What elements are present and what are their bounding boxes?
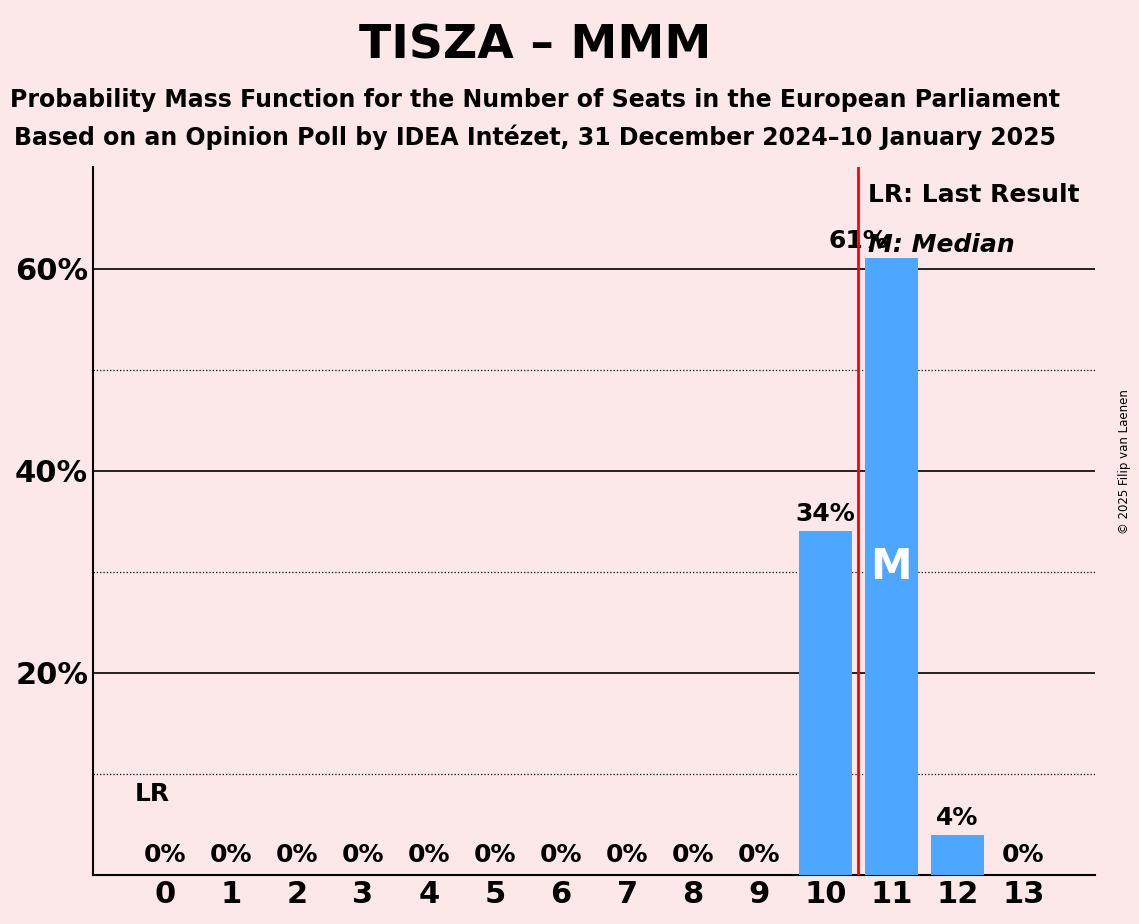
- Bar: [798, 531, 852, 875]
- Text: LR: LR: [136, 782, 171, 806]
- Text: 34%: 34%: [795, 503, 855, 527]
- Text: © 2025 Filip van Laenen: © 2025 Filip van Laenen: [1118, 390, 1131, 534]
- Text: 0%: 0%: [540, 843, 582, 867]
- Bar: [865, 259, 918, 875]
- Text: 4%: 4%: [936, 806, 978, 830]
- Text: M: Median: M: Median: [868, 233, 1015, 257]
- Text: 0%: 0%: [408, 843, 450, 867]
- Text: 0%: 0%: [474, 843, 516, 867]
- Text: 0%: 0%: [738, 843, 780, 867]
- Text: Based on an Opinion Poll by IDEA Intézet, 31 December 2024–10 January 2025: Based on an Opinion Poll by IDEA Intézet…: [15, 125, 1056, 151]
- Text: LR: Last Result: LR: Last Result: [868, 183, 1080, 207]
- Text: 0%: 0%: [606, 843, 648, 867]
- Text: M: M: [870, 546, 912, 588]
- Text: TISZA – MMM: TISZA – MMM: [359, 23, 712, 68]
- Text: 0%: 0%: [210, 843, 252, 867]
- Text: 0%: 0%: [276, 843, 318, 867]
- Text: 0%: 0%: [1002, 843, 1044, 867]
- Text: 0%: 0%: [672, 843, 714, 867]
- Text: 0%: 0%: [144, 843, 186, 867]
- Text: 61%: 61%: [828, 229, 888, 253]
- Text: Probability Mass Function for the Number of Seats in the European Parliament: Probability Mass Function for the Number…: [10, 88, 1060, 112]
- Bar: [931, 834, 984, 875]
- Text: 0%: 0%: [342, 843, 384, 867]
